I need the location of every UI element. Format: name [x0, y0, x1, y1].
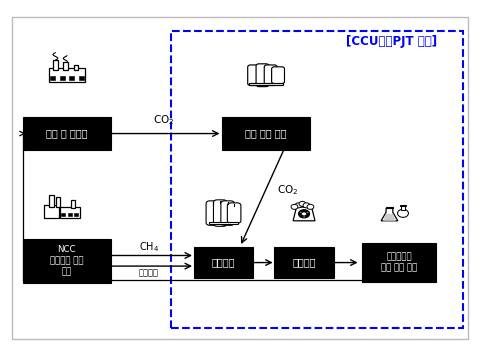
FancyBboxPatch shape [222, 117, 310, 150]
Bar [60, 206, 80, 218]
Bar [50, 76, 56, 80]
Wedge shape [299, 213, 304, 218]
Bar [385, 207, 393, 208]
Circle shape [299, 210, 310, 218]
Bar [60, 76, 65, 80]
Bar [74, 213, 78, 216]
Wedge shape [304, 213, 309, 218]
Text: [CCU메가PJT 실증]: [CCU메가PJT 실증] [346, 35, 437, 48]
FancyBboxPatch shape [221, 201, 234, 225]
Polygon shape [383, 214, 396, 221]
Bar [69, 76, 74, 80]
Polygon shape [381, 208, 398, 221]
Bar [53, 60, 58, 70]
Circle shape [397, 209, 408, 217]
Bar [49, 195, 53, 207]
FancyBboxPatch shape [362, 243, 436, 282]
FancyBboxPatch shape [275, 247, 334, 279]
Circle shape [299, 201, 306, 206]
FancyBboxPatch shape [264, 65, 277, 85]
Bar [49, 67, 85, 81]
FancyBboxPatch shape [256, 64, 269, 87]
FancyBboxPatch shape [228, 203, 241, 223]
Text: 탄소 포집 공장: 탄소 포집 공장 [245, 129, 287, 139]
Bar [44, 205, 59, 218]
Wedge shape [300, 210, 308, 213]
Circle shape [291, 204, 298, 209]
Bar [171, 31, 463, 328]
Text: CH$_4$: CH$_4$ [139, 240, 159, 254]
Text: 지속가능한
화학 공급 원료: 지속가능한 화학 공급 원료 [381, 252, 417, 272]
Circle shape [307, 204, 314, 209]
Circle shape [295, 203, 302, 208]
Bar [56, 197, 60, 207]
FancyBboxPatch shape [206, 201, 220, 225]
Bar [400, 205, 406, 206]
Bar [401, 205, 405, 210]
FancyBboxPatch shape [194, 247, 253, 279]
Text: 부생가스: 부생가스 [139, 269, 159, 278]
Text: 합성가스: 합성가스 [292, 257, 316, 267]
Bar [68, 213, 72, 216]
Text: 공업 및 발전소: 공업 및 발전소 [46, 129, 87, 139]
Bar [79, 76, 84, 80]
Text: NCC
기초유분 생산
공장: NCC 기초유분 생산 공장 [50, 245, 84, 276]
Bar [71, 200, 75, 208]
FancyBboxPatch shape [214, 200, 227, 226]
FancyBboxPatch shape [272, 67, 285, 84]
Text: CO$_2$: CO$_2$ [154, 113, 175, 127]
Bar [74, 65, 78, 70]
Bar [61, 213, 65, 216]
FancyBboxPatch shape [248, 65, 261, 85]
Bar [249, 83, 283, 85]
Bar [63, 62, 68, 70]
FancyBboxPatch shape [23, 117, 111, 150]
Text: 건식개질: 건식개질 [212, 257, 235, 267]
FancyBboxPatch shape [23, 239, 111, 283]
Bar [209, 222, 238, 224]
Text: CO$_2$: CO$_2$ [277, 183, 299, 197]
Polygon shape [293, 207, 315, 221]
Circle shape [303, 203, 310, 208]
